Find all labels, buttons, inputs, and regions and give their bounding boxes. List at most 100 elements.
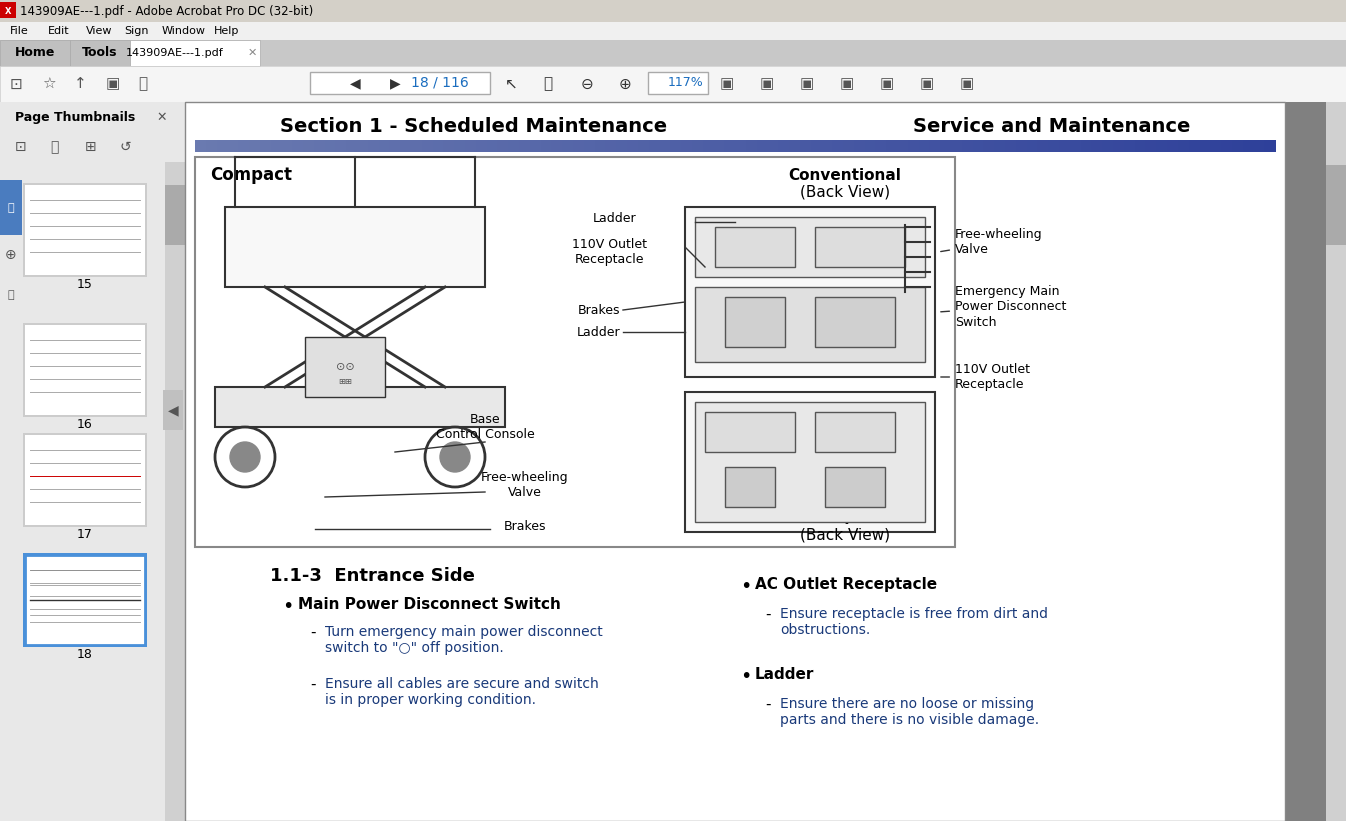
Bar xyxy=(995,140,1005,152)
Bar xyxy=(695,402,925,522)
Text: AC Outlet Receptacle: AC Outlet Receptacle xyxy=(755,577,937,592)
Bar xyxy=(1102,140,1114,152)
Bar xyxy=(0,102,1346,821)
Bar xyxy=(705,412,795,452)
Bar xyxy=(756,140,769,152)
Bar xyxy=(584,140,595,152)
Text: 110V Outlet
Receptacle: 110V Outlet Receptacle xyxy=(572,238,647,266)
Bar xyxy=(1326,102,1346,821)
Text: ⊙⊙: ⊙⊙ xyxy=(335,362,354,372)
Bar xyxy=(0,2,16,18)
Bar xyxy=(713,140,725,152)
Text: Base
Control Console: Base Control Console xyxy=(436,413,534,441)
Bar xyxy=(26,555,145,645)
Text: Sign: Sign xyxy=(124,26,148,36)
Bar xyxy=(70,40,131,66)
Bar xyxy=(0,280,22,310)
Text: ▣: ▣ xyxy=(800,76,814,91)
Text: Help: Help xyxy=(214,26,240,36)
Text: 143909AE---1.pdf: 143909AE---1.pdf xyxy=(127,48,223,58)
Bar xyxy=(1167,140,1179,152)
Bar xyxy=(810,140,822,152)
Text: 🔖: 🔖 xyxy=(8,203,15,213)
Bar xyxy=(346,140,358,152)
Text: File: File xyxy=(9,26,28,36)
Bar xyxy=(1199,140,1211,152)
Text: •: • xyxy=(740,667,751,686)
Bar xyxy=(1221,140,1233,152)
Bar xyxy=(703,140,715,152)
Text: ▣: ▣ xyxy=(880,76,894,91)
Bar xyxy=(520,140,530,152)
Bar xyxy=(952,140,962,152)
Bar xyxy=(918,140,930,152)
Bar xyxy=(627,140,639,152)
Bar xyxy=(1264,140,1276,152)
Bar xyxy=(166,162,184,821)
Text: Ensure receptacle is free from dirt and
obstructions.: Ensure receptacle is free from dirt and … xyxy=(779,607,1049,637)
Bar xyxy=(832,140,844,152)
Text: 15: 15 xyxy=(77,278,93,291)
Text: ▣: ▣ xyxy=(840,76,855,91)
Bar xyxy=(715,227,795,267)
Bar xyxy=(1005,140,1016,152)
Text: 1.1-3  Entrance Side: 1.1-3 Entrance Side xyxy=(271,567,475,585)
Text: 110V Outlet
Receptacle: 110V Outlet Receptacle xyxy=(941,363,1030,391)
Text: ↖: ↖ xyxy=(505,76,518,91)
Bar xyxy=(695,217,925,277)
Text: ⊕: ⊕ xyxy=(5,248,16,262)
Bar xyxy=(962,140,973,152)
Bar xyxy=(421,140,433,152)
Bar xyxy=(778,140,790,152)
Bar xyxy=(195,157,956,547)
Bar xyxy=(225,207,485,287)
Bar xyxy=(324,140,336,152)
Bar xyxy=(509,140,520,152)
Bar xyxy=(131,40,260,66)
Bar xyxy=(23,433,147,527)
Bar xyxy=(475,140,487,152)
Text: ↑: ↑ xyxy=(74,76,86,91)
Text: Section 1 - Scheduled Maintenance: Section 1 - Scheduled Maintenance xyxy=(280,117,668,136)
Text: 📎: 📎 xyxy=(8,290,15,300)
Bar xyxy=(217,140,229,152)
Bar xyxy=(1049,140,1061,152)
Bar xyxy=(724,140,736,152)
Text: ▣: ▣ xyxy=(760,76,774,91)
Text: 117%: 117% xyxy=(668,76,704,89)
Text: Conventional: Conventional xyxy=(789,167,902,182)
Bar xyxy=(310,72,490,94)
Bar xyxy=(647,72,708,94)
Text: ⊞⊞: ⊞⊞ xyxy=(338,378,353,387)
Bar xyxy=(498,140,509,152)
Bar xyxy=(23,323,147,417)
Bar xyxy=(411,140,423,152)
Bar xyxy=(1145,140,1158,152)
Text: Ladder: Ladder xyxy=(576,325,621,338)
Text: 18: 18 xyxy=(77,649,93,662)
Bar xyxy=(306,337,385,397)
Bar xyxy=(541,140,552,152)
Text: 17: 17 xyxy=(77,529,93,542)
Bar xyxy=(1156,140,1168,152)
Bar xyxy=(0,40,70,66)
Bar xyxy=(281,140,293,152)
Bar xyxy=(821,140,833,152)
Bar xyxy=(1038,140,1049,152)
Text: Free-wheeling
Valve: Free-wheeling Valve xyxy=(941,228,1043,256)
Bar xyxy=(1189,140,1201,152)
Bar xyxy=(735,140,747,152)
Bar xyxy=(907,140,919,152)
Bar xyxy=(464,140,476,152)
Bar xyxy=(26,185,145,275)
Bar xyxy=(853,140,865,152)
Bar xyxy=(1232,140,1244,152)
Text: ☆: ☆ xyxy=(42,76,55,91)
Bar xyxy=(166,185,184,245)
Bar xyxy=(638,140,650,152)
Bar xyxy=(825,467,886,507)
Bar xyxy=(725,297,785,347)
Bar xyxy=(26,435,145,525)
Bar xyxy=(0,66,1346,102)
Bar xyxy=(249,140,261,152)
